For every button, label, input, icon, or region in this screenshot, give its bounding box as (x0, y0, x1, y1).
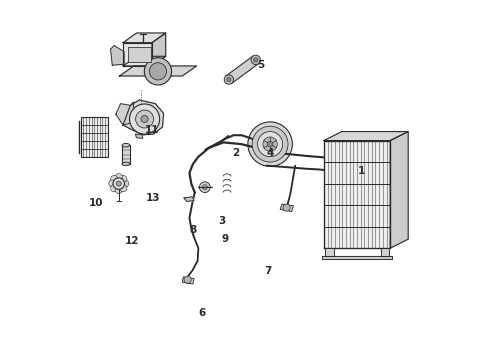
Polygon shape (123, 33, 166, 42)
Polygon shape (123, 56, 166, 66)
Bar (122, 145, 130, 164)
Text: 11: 11 (145, 125, 159, 135)
Circle shape (263, 137, 277, 151)
Polygon shape (123, 42, 152, 66)
Ellipse shape (122, 143, 130, 147)
Text: 5: 5 (258, 60, 265, 70)
Polygon shape (226, 56, 259, 84)
Circle shape (111, 175, 118, 183)
Polygon shape (123, 100, 164, 135)
Text: 3: 3 (218, 216, 225, 226)
Text: 9: 9 (221, 234, 229, 244)
Polygon shape (116, 102, 134, 125)
Circle shape (254, 58, 258, 62)
Polygon shape (325, 248, 334, 256)
Text: 8: 8 (189, 225, 196, 235)
Polygon shape (152, 33, 166, 66)
Circle shape (113, 178, 124, 189)
Circle shape (149, 63, 167, 80)
Polygon shape (390, 132, 408, 248)
Polygon shape (324, 140, 390, 248)
Circle shape (252, 126, 288, 162)
Text: 1: 1 (358, 166, 365, 176)
Circle shape (141, 116, 148, 123)
Polygon shape (111, 45, 124, 65)
Text: 12: 12 (125, 236, 139, 246)
Polygon shape (324, 132, 408, 140)
Circle shape (129, 104, 160, 134)
Circle shape (115, 186, 122, 194)
Circle shape (199, 182, 210, 193)
Polygon shape (280, 204, 294, 212)
Circle shape (227, 77, 231, 82)
Text: 13: 13 (147, 193, 161, 203)
Circle shape (248, 122, 293, 166)
Text: 10: 10 (89, 198, 103, 208)
Polygon shape (120, 66, 196, 76)
Circle shape (267, 141, 273, 147)
Circle shape (120, 185, 127, 192)
Polygon shape (322, 256, 392, 259)
Circle shape (202, 185, 207, 190)
Circle shape (136, 110, 153, 128)
Circle shape (283, 204, 290, 211)
Ellipse shape (122, 162, 130, 166)
Circle shape (111, 185, 118, 192)
Bar (128, 47, 151, 62)
Circle shape (109, 180, 116, 187)
Text: 6: 6 (198, 308, 206, 318)
Text: 2: 2 (232, 148, 240, 158)
Circle shape (251, 55, 260, 64)
Polygon shape (381, 248, 389, 256)
Text: 7: 7 (265, 266, 272, 276)
Circle shape (145, 58, 171, 85)
Circle shape (258, 132, 283, 157)
Text: 4: 4 (267, 148, 274, 158)
Circle shape (184, 276, 191, 283)
Bar (81, 117, 108, 157)
Circle shape (120, 175, 127, 183)
Circle shape (116, 181, 122, 186)
Circle shape (115, 174, 122, 181)
Polygon shape (182, 277, 194, 284)
Circle shape (224, 75, 234, 84)
Circle shape (122, 180, 129, 187)
Polygon shape (136, 134, 143, 138)
Polygon shape (184, 197, 194, 202)
